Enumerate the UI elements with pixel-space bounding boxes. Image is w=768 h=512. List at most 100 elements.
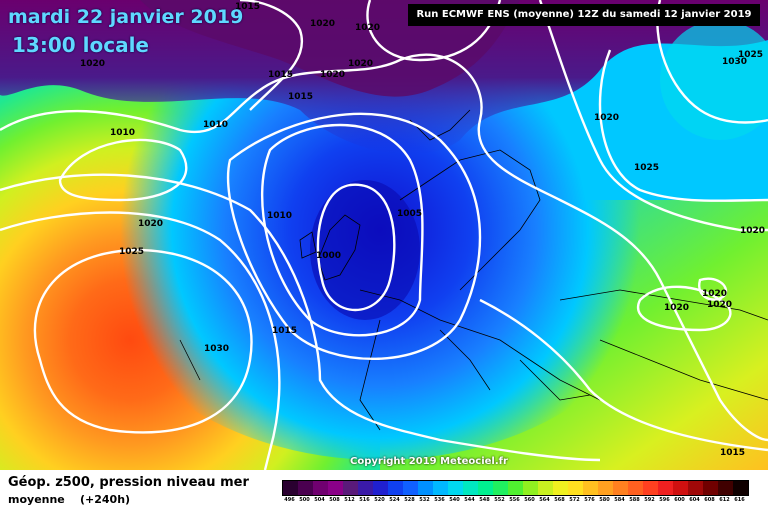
color-scale-label: 544 [464,497,475,503]
isobar-label: 1025 [738,50,763,60]
color-scale-swatch [628,481,643,495]
isobar-label: 1020 [138,219,163,229]
weather-map: 1015 1020 1020 1020 1015 1020 1020 1015 … [0,0,768,470]
color-scale-label: 508 [329,497,340,503]
color-scale-swatch [448,481,463,495]
color-scale-label: 572 [569,497,580,503]
map-legend-footer: Géop. z500, pression niveau mer moyenne … [0,470,768,512]
color-scale-label: 520 [374,497,385,503]
isobar-label: 1015 [720,448,745,458]
color-scale-label: 536 [434,497,445,503]
color-scale-label: 512 [344,497,355,503]
color-scale-label: 608 [704,497,715,503]
color-scale-swatch [493,481,508,495]
color-scale-label: 548 [479,497,490,503]
isobar-label: 1020 [80,59,105,69]
color-scale-swatch [298,481,313,495]
color-scale-label: 568 [554,497,565,503]
color-scale-swatch [733,481,748,495]
color-scale-swatch [283,481,298,495]
isobar-label: 1025 [634,163,659,173]
isobar-label: 1010 [203,120,228,130]
color-scale-label: 612 [719,497,730,503]
isobar-label: 1020 [594,113,619,123]
color-scale-label: 588 [629,497,640,503]
color-scale-swatch [358,481,373,495]
color-scale-label: 532 [419,497,430,503]
color-scale-label: 552 [494,497,505,503]
color-scale-label: 556 [509,497,520,503]
isobar-label: 1025 [119,247,144,257]
color-scale-label: 564 [539,497,550,503]
color-scale-label: 580 [599,497,610,503]
isobar-label: 1020 [707,300,732,310]
forecast-hour: (+240h) [80,493,131,506]
isobar-label: 1005 [397,209,422,219]
color-scale-swatch [643,481,658,495]
isobar-label: 1020 [740,226,765,236]
color-scale-label: 504 [314,497,325,503]
color-scale-swatch [583,481,598,495]
forecast-date: mardi 22 janvier 2019 [8,6,244,28]
color-scale-swatch [688,481,703,495]
color-scale-label: 516 [359,497,370,503]
isobar-label: 1020 [355,23,380,33]
model-run-info: Run ECMWF ENS (moyenne) 12Z du samedi 12… [408,4,760,26]
color-scale-swatch [568,481,583,495]
copyright-notice: Copyright 2019 Meteociel.fr [350,456,508,467]
color-scale [282,480,749,496]
color-scale-label: 560 [524,497,535,503]
geopotential-field: 1015 1020 1020 1020 1015 1020 1020 1015 … [0,0,768,470]
color-scale-swatch [613,481,628,495]
color-scale-swatch [433,481,448,495]
isobar-label: 1015 [272,326,297,336]
color-scale-label: 540 [449,497,460,503]
isobar-label: 1030 [204,344,229,354]
color-scale-label: 500 [299,497,310,503]
color-scale-swatch [718,481,733,495]
isobar-label: 1015 [235,2,260,12]
isobar-label: 1015 [268,70,293,80]
color-scale-label: 584 [614,497,625,503]
color-scale-labels: 496 500 504 508 512 516 520 524 528 532 536 540 544 5… [282,497,747,503]
color-scale-label: 524 [389,497,400,503]
color-scale-swatch [703,481,718,495]
isobar-label: 1010 [267,211,292,221]
color-scale-swatch [373,481,388,495]
color-scale-label: 604 [689,497,700,503]
color-scale-swatch [523,481,538,495]
color-scale-swatch [553,481,568,495]
isobar-label: 1015 [288,92,313,102]
color-scale-swatch [313,481,328,495]
color-scale-swatch [658,481,673,495]
isobar-label: 1010 [110,128,135,138]
color-scale-label: 600 [674,497,685,503]
isobar-label: 1030 [722,57,747,67]
isobar-label: 1000 [316,251,341,261]
color-scale-swatch [478,481,493,495]
isobar-label: 1020 [348,59,373,69]
isobar-lines [0,0,768,470]
color-scale-label: 528 [404,497,415,503]
color-scale-swatch [598,481,613,495]
color-scale-swatch [538,481,553,495]
color-scale-swatch [418,481,433,495]
color-scale-swatch [463,481,478,495]
color-scale-swatch [328,481,343,495]
isobar-label: 1020 [320,70,345,80]
color-scale-label: 576 [584,497,595,503]
color-scale-swatch [388,481,403,495]
isobar-label: 1020 [664,303,689,313]
color-scale-label: 592 [644,497,655,503]
color-scale-label: 616 [734,497,745,503]
isobar-label: 1020 [702,289,727,299]
map-title: Géop. z500, pression niveau mer [8,475,249,490]
color-scale-swatch [343,481,358,495]
color-scale-swatch [673,481,688,495]
isobar-label: 1020 [310,19,335,29]
coastlines [179,109,768,431]
color-scale-label: 496 [284,497,295,503]
forecast-time: 13:00 locale [12,33,149,57]
color-scale-label: 596 [659,497,670,503]
color-scale-swatch [403,481,418,495]
